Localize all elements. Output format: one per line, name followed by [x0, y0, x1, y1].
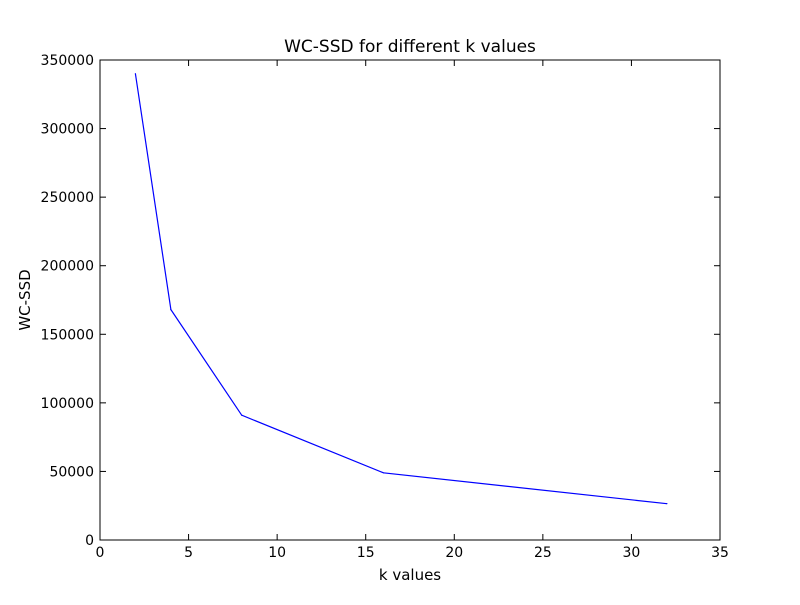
- x-tick-label: 5: [184, 545, 193, 561]
- data-layer: [134, 73, 668, 505]
- y-tick-label: 300000: [41, 122, 94, 138]
- x-tick-label: 15: [357, 545, 375, 561]
- x-tick-label: 0: [96, 545, 105, 561]
- data-point: [666, 503, 668, 505]
- x-axis-label: k values: [379, 566, 441, 584]
- y-tick-label: 250000: [41, 190, 94, 206]
- y-axis-ticks: 0 50000 100000 150000 200000 250000 300000 3500…: [41, 53, 720, 549]
- chart-title: WC-SSD for different k values: [284, 37, 536, 57]
- x-tick-label: 30: [623, 545, 641, 561]
- y-axis-label: WC-SSD: [16, 269, 34, 330]
- y-tick-label: 200000: [41, 259, 94, 275]
- data-point: [134, 73, 137, 75]
- x-tick-label: 35: [711, 545, 729, 561]
- data-point: [241, 414, 243, 416]
- y-tick-label: 100000: [41, 396, 94, 412]
- y-tick-label: 50000: [49, 464, 94, 480]
- x-tick-label: 25: [534, 545, 552, 561]
- y-tick-label: 0: [85, 533, 94, 549]
- x-tick-label: 20: [445, 545, 463, 561]
- x-axis-ticks: 0 5 10 15 20 25 30 35: [96, 60, 729, 561]
- data-point: [382, 472, 385, 474]
- x-tick-label: 10: [268, 545, 286, 561]
- data-point: [170, 309, 172, 311]
- y-tick-label: 150000: [41, 327, 94, 343]
- plot-frame: [99, 59, 721, 541]
- series-line: [134, 73, 667, 505]
- y-tick-label: 350000: [41, 53, 94, 69]
